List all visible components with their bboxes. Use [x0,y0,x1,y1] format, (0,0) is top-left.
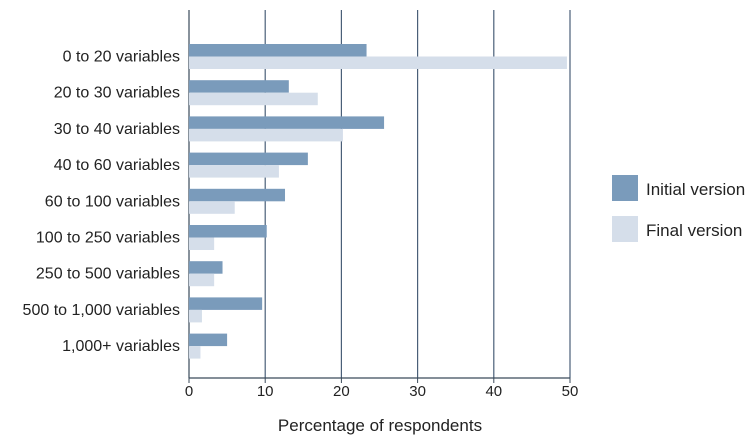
x-tick-labels: 0 10 20 30 40 50 [185,383,579,400]
bar-final-version [189,92,318,106]
bar-initial-version [189,225,267,238]
gridlines [188,10,571,383]
bar-final-version [189,346,201,359]
bar-initial-version [189,44,367,57]
legend-swatch [612,175,638,201]
x-tick-label: 10 [257,383,274,400]
bar-final-version [189,309,202,323]
category-label: 60 to 100 variables [45,193,180,210]
bar-initial-version [189,116,385,129]
category-label: 500 to 1,000 variables [23,302,180,319]
category-label: 30 to 40 variables [54,121,180,138]
bar-final-version [189,56,567,69]
category-labels: 0 to 20 variables 20 to 30 variables 30 to… [23,49,180,356]
bar-initial-version [189,261,223,274]
bars [189,44,567,359]
x-axis-title: Percentage of respondents [278,416,482,435]
bar-final-version [189,237,215,250]
legend: Initial version Final version [612,175,745,242]
x-tick-label: 0 [185,383,193,400]
bar-final-version [189,165,279,178]
bar-final-version [189,201,235,214]
legend-swatch [612,216,638,242]
bar-final-version [189,273,215,287]
category-label: 250 to 500 variables [36,266,180,283]
category-label: 20 to 30 variables [54,85,180,102]
bar-initial-version [189,333,228,347]
bar-initial-version [189,80,289,93]
bar-initial-version [189,297,263,310]
bar-initial-version [189,188,286,202]
category-label: 0 to 20 variables [63,49,180,66]
bar-initial-version [189,152,308,166]
x-tick-label: 50 [562,383,579,400]
legend-label: Initial version [646,180,745,199]
category-label: 100 to 250 variables [36,230,180,247]
bar-final-version [189,128,343,142]
x-tick-label: 30 [409,383,426,400]
x-tick-label: 40 [485,383,502,400]
x-tick-label: 20 [333,383,350,400]
legend-label: Final version [646,221,742,240]
category-label: 1,000+ variables [62,338,180,355]
category-label: 40 to 60 variables [54,157,180,174]
